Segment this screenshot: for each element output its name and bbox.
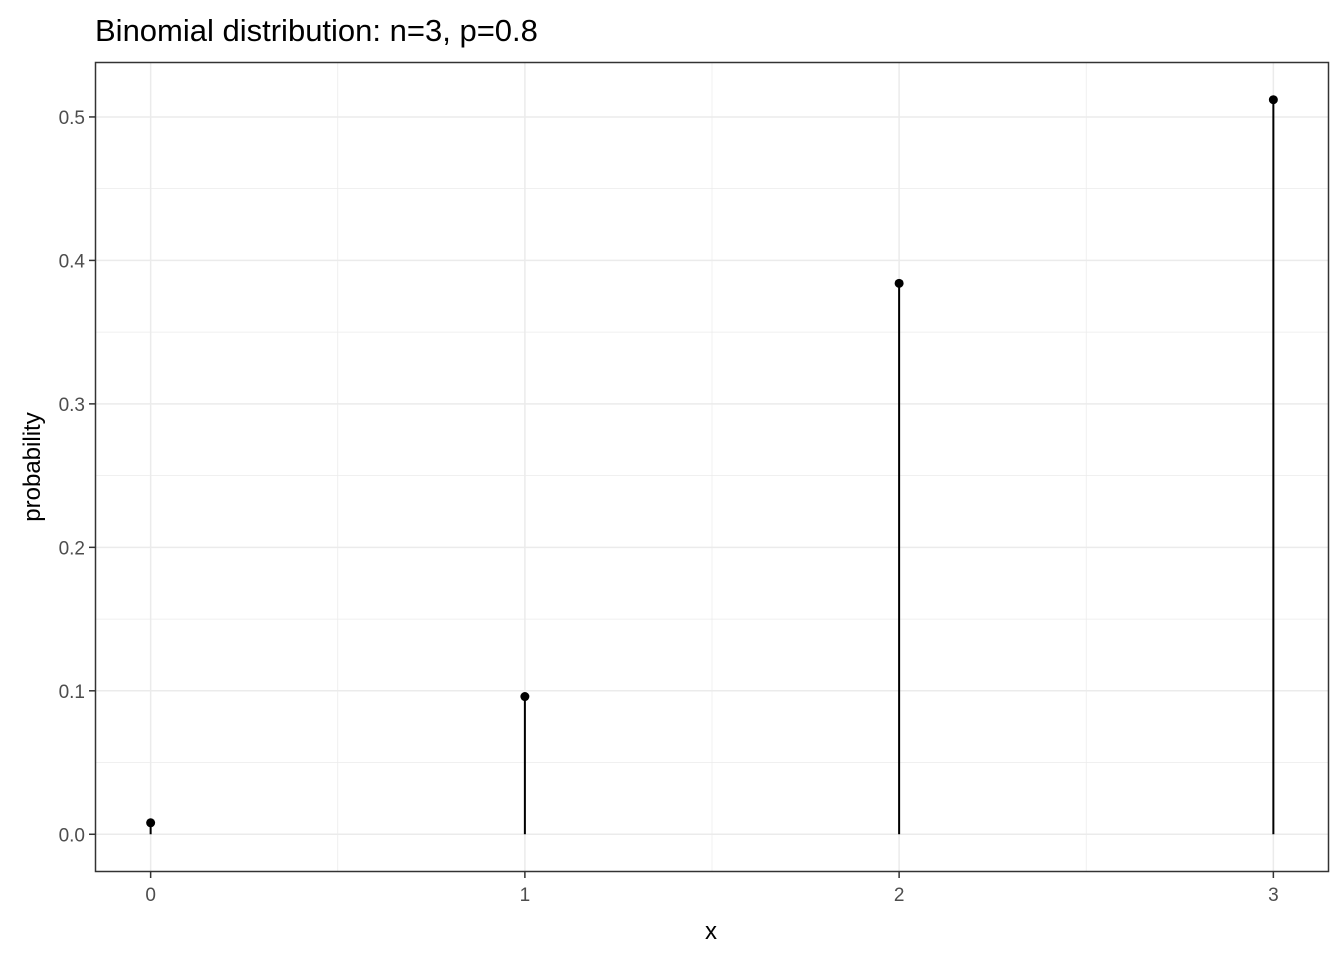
grid [96,63,1328,871]
x-axis-title: x [705,918,717,945]
panel-border [94,61,1330,873]
x-tick-label: 1 [520,885,531,906]
x-tick-label: 2 [894,885,905,906]
y-tick-label: 0.4 [59,251,86,272]
x-tick-label: 3 [1268,885,1279,906]
y-tick-label: 0.0 [59,825,85,846]
point-x0 [146,818,156,828]
axes: 0 1 2 3 0.0 0.1 0.2 0.3 0.4 0.5 [59,108,1279,906]
y-tick-label: 0.3 [59,395,85,416]
y-tick-label: 0.5 [59,108,85,129]
point-x3 [1268,95,1278,105]
y-tick-label: 0.1 [59,682,85,703]
y-axis-title: probability [19,412,46,521]
chart-title: Binomial distribution: n=3, p=0.8 [95,13,538,48]
point-x1 [520,692,530,702]
y-tick-label: 0.2 [59,538,85,559]
point-x2 [894,278,904,288]
x-tick-label: 0 [145,885,156,906]
data-marks [146,95,1278,835]
